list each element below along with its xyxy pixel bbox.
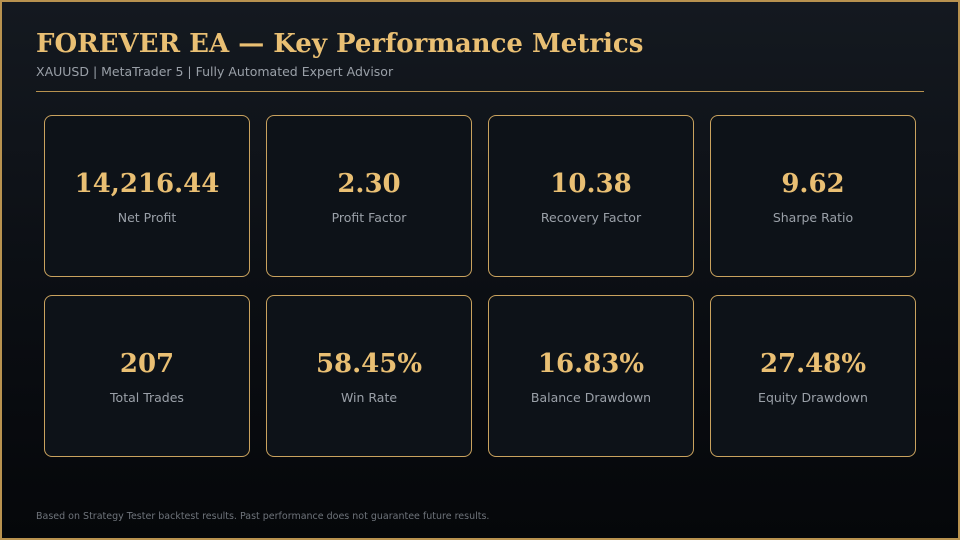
metric-value: 2.30 <box>337 169 401 199</box>
metric-card-win-rate: 58.45% Win Rate <box>266 295 472 457</box>
metrics-grid: 14,216.44 Net Profit 2.30 Profit Factor … <box>44 115 920 457</box>
metric-label: Sharpe Ratio <box>772 210 854 225</box>
page-subtitle: XAUUSD | MetaTrader 5 | Fully Automated … <box>36 64 394 79</box>
metric-label: Profit Factor <box>331 210 407 225</box>
metric-card-profit-factor: 2.30 Profit Factor <box>266 115 472 277</box>
metric-value: 10.38 <box>550 169 632 199</box>
header-divider <box>36 91 924 92</box>
metric-label: Net Profit <box>117 210 177 225</box>
metric-label: Equity Drawdown <box>758 390 868 405</box>
metric-label: Win Rate <box>340 390 398 405</box>
page-title: FOREVER EA — Key Performance Metrics <box>36 29 644 59</box>
metric-card-sharpe-ratio: 9.62 Sharpe Ratio <box>710 115 916 277</box>
disclaimer-text: Based on Strategy Tester backtest result… <box>36 511 490 522</box>
metric-value: 27.48% <box>759 349 867 379</box>
metric-value: 9.62 <box>781 169 845 199</box>
metric-label: Recovery Factor <box>540 210 642 225</box>
metric-card-total-trades: 207 Total Trades <box>44 295 250 457</box>
metric-card-balance-drawdown: 16.83% Balance Drawdown <box>488 295 694 457</box>
metric-value: 58.45% <box>315 349 423 379</box>
metric-card-net-profit: 14,216.44 Net Profit <box>44 115 250 277</box>
metric-card-recovery-factor: 10.38 Recovery Factor <box>488 115 694 277</box>
metric-label: Balance Drawdown <box>530 390 652 405</box>
metric-card-equity-drawdown: 27.48% Equity Drawdown <box>710 295 916 457</box>
metric-label: Total Trades <box>110 390 184 405</box>
metric-value: 14,216.44 <box>74 169 220 199</box>
metric-value: 207 <box>119 349 175 379</box>
metric-value: 16.83% <box>537 349 645 379</box>
